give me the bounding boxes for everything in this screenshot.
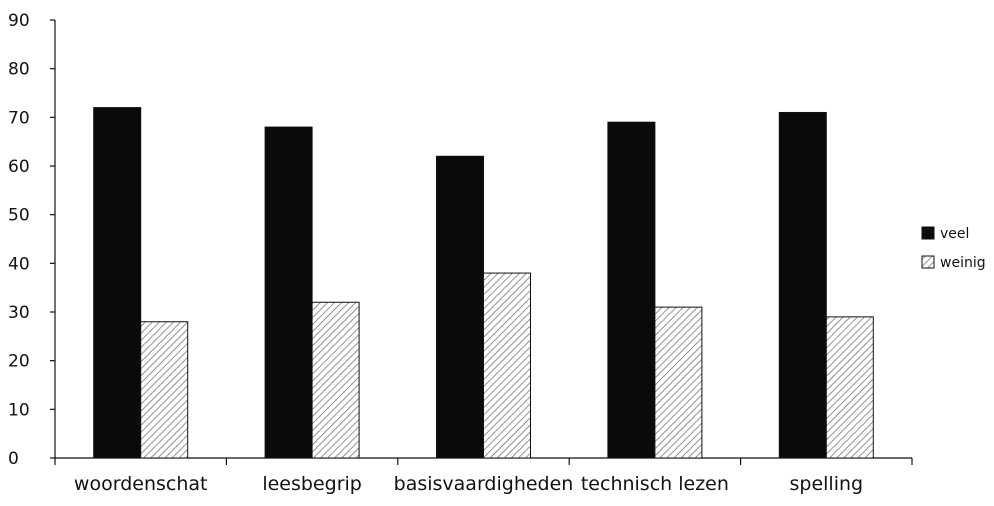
category-label: technisch lezen (581, 473, 729, 495)
bar-weinig-3 (654, 306, 703, 459)
legend-swatch-veel (921, 226, 935, 240)
category-label: leesbegrip (262, 473, 362, 495)
bar-weinig-4 (825, 316, 874, 459)
axes (50, 19, 913, 465)
y-tick-label: 80 (8, 60, 30, 80)
bar-weinig-2 (483, 272, 531, 459)
bars (93, 107, 874, 459)
bar-veel-3 (607, 121, 656, 459)
legend-label-veel: veel (940, 226, 969, 242)
y-tick-labels: 0 10 20 30 40 50 60 70 80 90 (8, 11, 30, 469)
y-tick-label: 10 (8, 400, 30, 420)
bar-veel-2 (436, 155, 484, 459)
legend-label-weinig: weinig (940, 255, 986, 271)
category-labels: woordenschat leesbegrip basisvaardigheden t… (74, 473, 863, 495)
bar-veel-4 (778, 111, 827, 459)
category-label: woordenschat (74, 473, 208, 495)
y-tick-label: 40 (8, 254, 30, 274)
legend-swatch-weinig (921, 255, 935, 269)
bar-veel-1 (264, 126, 313, 459)
y-tick-label: 90 (8, 11, 30, 31)
y-tick-label: 20 (8, 352, 30, 372)
y-tick-label: 0 (8, 449, 19, 469)
category-label: basisvaardigheden (394, 473, 574, 495)
category-label: spelling (790, 473, 864, 495)
bar-weinig-1 (311, 301, 360, 459)
y-tick-label: 50 (8, 206, 30, 226)
bar-weinig-0 (140, 321, 189, 459)
y-tick-label: 30 (8, 303, 30, 323)
bar-veel-0 (93, 107, 142, 459)
y-tick-label: 60 (8, 157, 30, 177)
legend: veel weinig (921, 226, 986, 271)
y-tick-label: 70 (8, 108, 30, 128)
